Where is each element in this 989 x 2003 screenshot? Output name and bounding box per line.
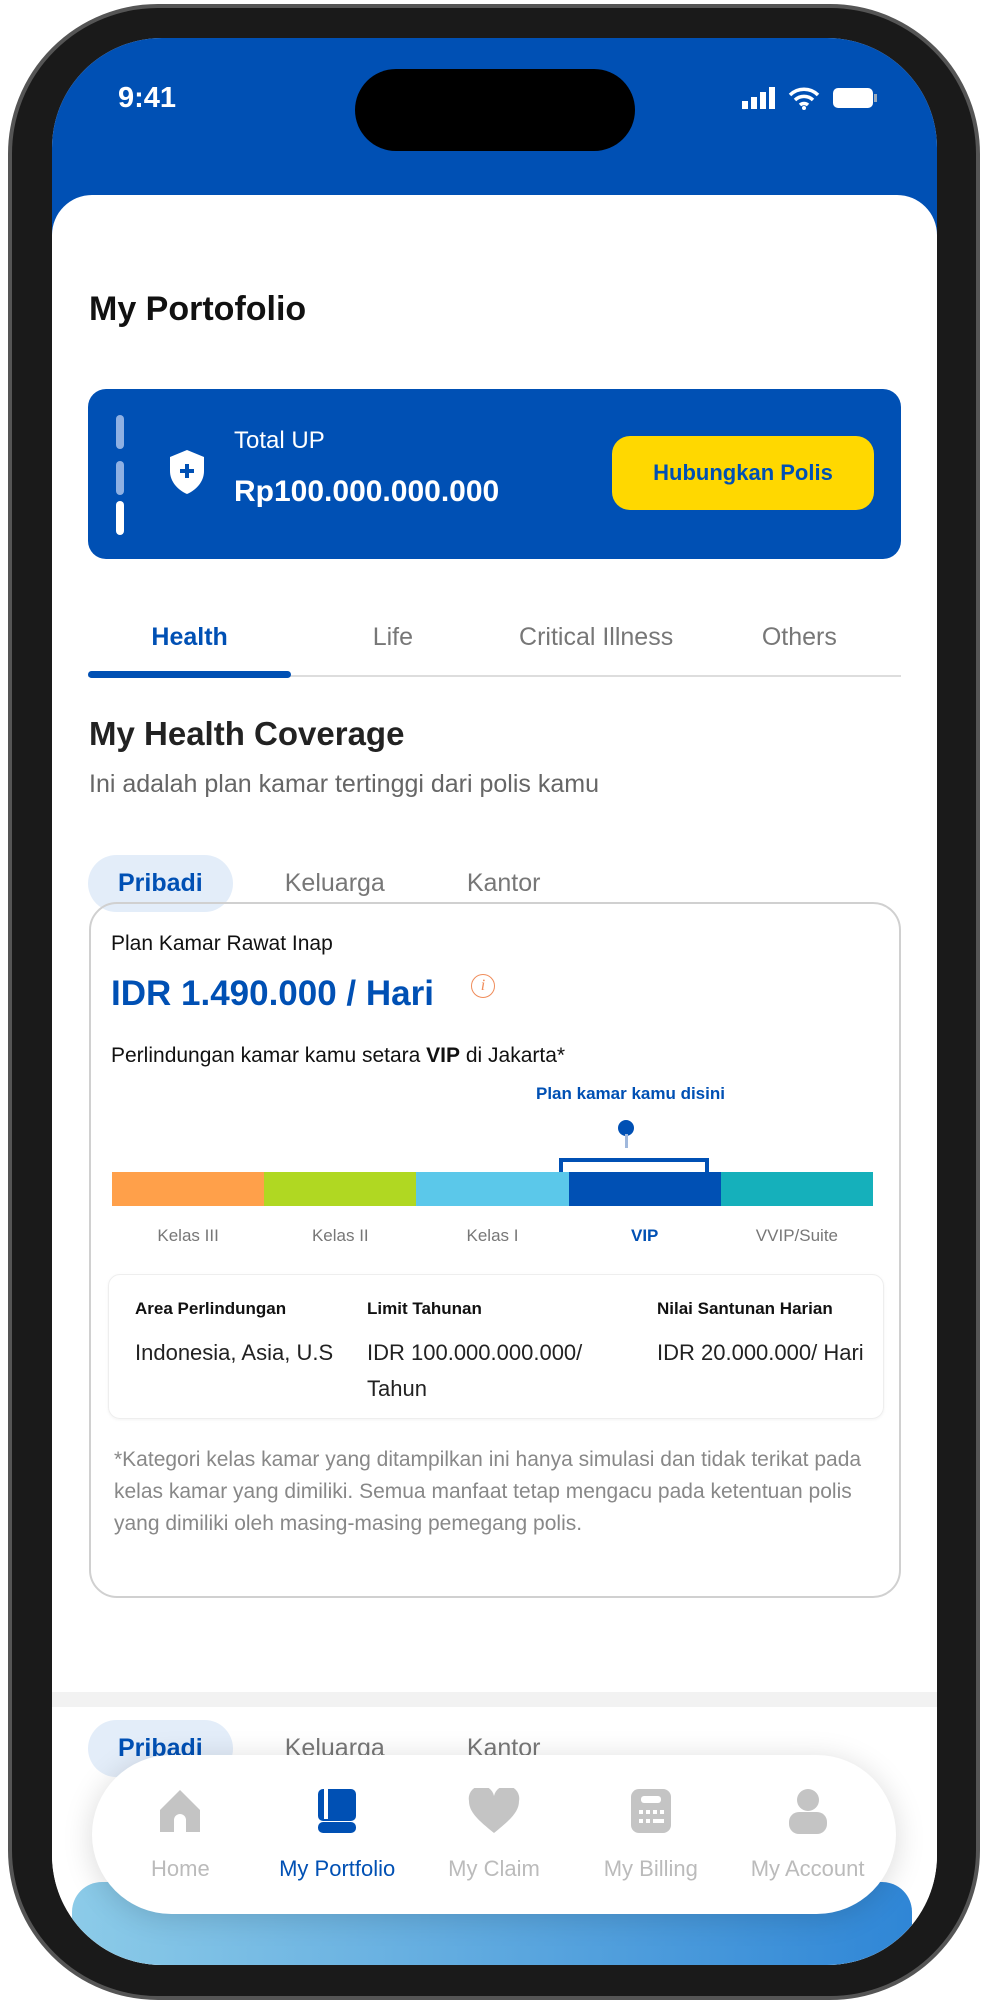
class-label: Kelas III: [157, 1226, 219, 1245]
segment-vvip: [720, 1172, 874, 1206]
section-subtitle: Ini adalah plan kamar tertinggi dari pol…: [89, 770, 599, 798]
dynamic-island: [355, 69, 635, 151]
detail-header: Nilai Santunan Harian: [657, 1299, 833, 1318]
page-title: My Portofolio: [89, 290, 307, 328]
disclaimer-note: *Kategori kelas kamar yang ditampilkan i…: [114, 1448, 862, 1535]
nav-my-portfolio[interactable]: My Portfolio: [259, 1755, 416, 1914]
wifi-icon: [788, 87, 820, 110]
detail-area: Area Perlindungan Indonesia, Asia, U.S: [135, 1299, 335, 1371]
desc-class: VIP: [426, 1044, 461, 1067]
segment-kelas-2: [264, 1172, 417, 1206]
nav-label: Home: [151, 1855, 210, 1881]
room-plan-card: Plan Kamar Rawat Inap IDR 1.490.000 / Ha…: [89, 902, 901, 1598]
segment-kelas-1: [416, 1172, 569, 1206]
total-up-value: Rp100.000.000.000: [234, 475, 500, 508]
pill-kantor[interactable]: Kantor: [466, 869, 541, 897]
detail-value: IDR 20.000.000/ Hari: [657, 1340, 864, 1365]
tab-life[interactable]: Life: [372, 623, 414, 651]
total-up-card: Total UP Rp100.000.000.000 Hubungkan Pol…: [88, 389, 901, 559]
plan-price: IDR 1.490.000 / Hari: [111, 974, 434, 1013]
shield-plus-icon: [170, 450, 204, 494]
hubungkan-polis-button[interactable]: Hubungkan Polis: [612, 436, 874, 510]
details-table: Area Perlindungan Indonesia, Asia, U.S Li…: [108, 1274, 884, 1419]
segment-vip: [568, 1172, 721, 1206]
category-tabs: Health Life Critical Illness Others: [88, 613, 901, 678]
selected-bracket: [559, 1158, 709, 1174]
battery-icon: [833, 88, 877, 108]
class-label: VVIP/Suite: [755, 1226, 839, 1245]
plan-description: Perlindungan kamar kamu setara VIP di Ja…: [111, 1044, 565, 1068]
signal-icon: [742, 87, 775, 109]
plan-label: Plan Kamar Rawat Inap: [111, 932, 333, 955]
pin-stem: [625, 1134, 628, 1148]
status-icons: [742, 86, 878, 110]
screen: 9:41 My Portofolio Total UP Rp100.000.00…: [52, 38, 937, 1965]
home-icon: [160, 1789, 201, 1832]
status-time: 9:41: [118, 82, 177, 114]
tab-others[interactable]: Others: [761, 623, 837, 651]
heart-icon: [468, 1787, 520, 1833]
nav-my-account[interactable]: My Account: [729, 1755, 886, 1914]
segment-kelas-3: [112, 1172, 265, 1206]
nav-label: My Account: [750, 1855, 865, 1881]
pin-icon: [618, 1120, 634, 1136]
nav-my-billing[interactable]: My Billing: [572, 1755, 729, 1914]
class-labels: Kelas III Kelas II Kelas I VIP VVIP/Suit…: [112, 1226, 873, 1246]
nav-label: My Claim: [448, 1855, 540, 1881]
info-icon[interactable]: i: [471, 974, 495, 998]
class-bar: [112, 1172, 874, 1206]
book-icon: [318, 1788, 357, 1833]
calculator-icon: [630, 1788, 671, 1833]
tab-critical-illness[interactable]: Critical Illness: [519, 623, 674, 651]
main-content: My Portofolio Total UP Rp100.000.000.000…: [52, 195, 937, 1965]
marker-label: Plan kamar kamu disini: [536, 1084, 725, 1103]
class-label: Kelas II: [311, 1226, 369, 1245]
detail-header: Limit Tahunan: [367, 1299, 482, 1318]
detail-santunan: Nilai Santunan Harian IDR 20.000.000/ Har…: [657, 1299, 867, 1371]
pill-keluarga[interactable]: Keluarga: [284, 869, 385, 897]
bottom-nav: Home My Portfolio My Claim My Billing My…: [92, 1755, 896, 1914]
nav-home[interactable]: Home: [102, 1755, 259, 1914]
detail-value: Indonesia, Asia, U.S: [135, 1340, 334, 1365]
detail-header: Area Perlindungan: [135, 1299, 287, 1318]
desc-location: di Jakarta*: [460, 1044, 566, 1067]
detail-value: IDR 100.000.000.000/ Tahun: [367, 1340, 583, 1401]
section-title: My Health Coverage: [89, 715, 405, 752]
desc-text: Perlindungan kamar kamu setara: [111, 1044, 427, 1067]
class-label: Kelas I: [466, 1226, 519, 1245]
nav-my-claim[interactable]: My Claim: [416, 1755, 573, 1914]
nav-label: My Billing: [603, 1855, 698, 1881]
section-divider: [52, 1692, 937, 1707]
tab-health[interactable]: Health: [88, 613, 292, 678]
detail-limit: Limit Tahunan IDR 100.000.000.000/ Tahun: [367, 1299, 627, 1407]
total-up-label: Total UP: [234, 427, 325, 454]
nav-label: My Portfolio: [279, 1855, 396, 1881]
user-icon: [788, 1788, 827, 1834]
class-label: VIP: [631, 1226, 659, 1245]
